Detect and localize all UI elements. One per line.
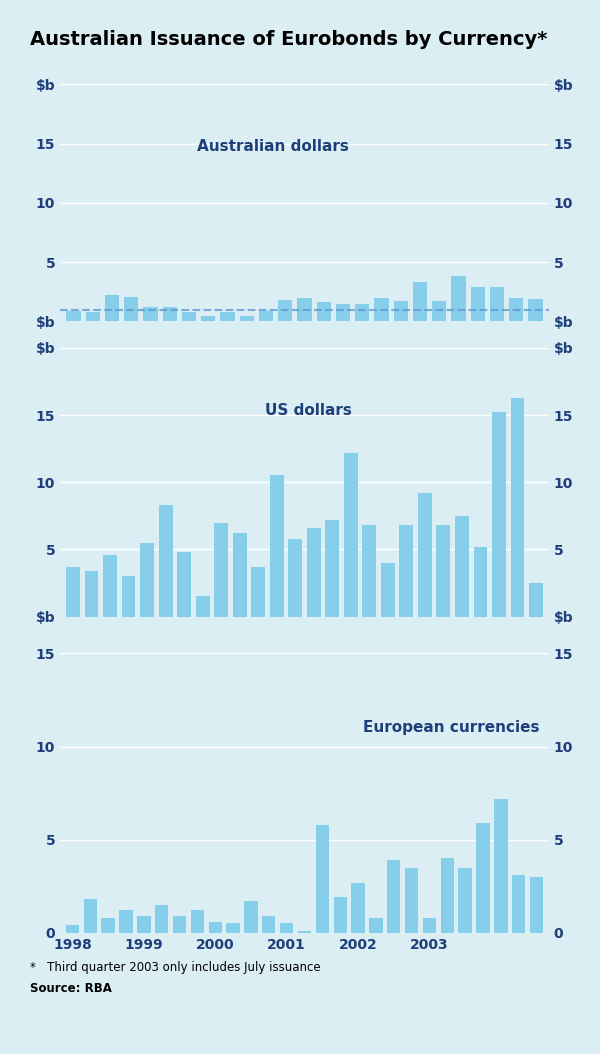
Bar (369, 918, 383, 933)
Bar (381, 563, 395, 617)
Bar (288, 539, 302, 617)
Bar (470, 287, 485, 321)
Bar (334, 897, 347, 933)
Bar (173, 916, 186, 933)
Bar (490, 287, 504, 321)
Bar (280, 923, 293, 933)
Bar (512, 875, 526, 933)
Bar (494, 799, 508, 933)
Bar (83, 899, 97, 933)
Bar (201, 315, 215, 321)
Text: Australian Issuance of Eurobonds by Currency*: Australian Issuance of Eurobonds by Curr… (30, 30, 547, 48)
Bar (251, 567, 265, 617)
Bar (509, 297, 523, 321)
Bar (405, 867, 418, 933)
Bar (374, 297, 389, 321)
Bar (86, 312, 100, 321)
Bar (394, 301, 408, 321)
Bar (124, 296, 139, 321)
Bar (259, 311, 273, 321)
Text: Source: RBA: Source: RBA (30, 982, 112, 995)
Bar (418, 493, 432, 617)
Bar (209, 921, 222, 933)
Bar (423, 918, 436, 933)
Bar (103, 554, 117, 617)
Bar (436, 525, 451, 617)
Bar (298, 931, 311, 933)
Bar (239, 315, 254, 321)
Bar (352, 882, 365, 933)
Bar (140, 543, 154, 617)
Bar (387, 860, 400, 933)
Bar (182, 312, 196, 321)
Bar (163, 308, 177, 321)
Text: Australian dollars: Australian dollars (197, 139, 349, 154)
Bar (137, 916, 151, 933)
Bar (158, 505, 173, 617)
Bar (362, 525, 376, 617)
Bar (66, 925, 79, 933)
Bar (451, 276, 466, 321)
Bar (355, 304, 370, 321)
Bar (66, 567, 80, 617)
Bar (473, 547, 487, 617)
Bar (440, 858, 454, 933)
Bar (278, 300, 292, 321)
Bar (325, 520, 339, 617)
Bar (316, 825, 329, 933)
Bar (262, 916, 275, 933)
Bar (226, 923, 240, 933)
Bar (530, 877, 543, 933)
Bar (492, 412, 506, 617)
Bar (432, 301, 446, 321)
Bar (455, 515, 469, 617)
Bar (413, 282, 427, 321)
Bar (233, 533, 247, 617)
Bar (191, 911, 204, 933)
Bar (270, 475, 284, 617)
Bar (317, 302, 331, 321)
Bar (400, 525, 413, 617)
Bar (220, 312, 235, 321)
Bar (105, 295, 119, 321)
Bar (155, 904, 169, 933)
Bar (177, 552, 191, 617)
Text: *   Third quarter 2003 only includes July issuance: * Third quarter 2003 only includes July … (30, 961, 320, 974)
Bar (458, 867, 472, 933)
Bar (307, 528, 321, 617)
Text: European currencies: European currencies (363, 720, 539, 735)
Bar (122, 577, 136, 617)
Bar (143, 308, 158, 321)
Bar (214, 523, 228, 617)
Bar (476, 823, 490, 933)
Bar (66, 311, 80, 321)
Bar (119, 911, 133, 933)
Bar (196, 597, 209, 617)
Text: US dollars: US dollars (265, 403, 352, 418)
Bar (529, 299, 543, 321)
Bar (336, 304, 350, 321)
Bar (101, 918, 115, 933)
Bar (344, 452, 358, 617)
Bar (297, 297, 312, 321)
Bar (529, 583, 543, 617)
Bar (511, 397, 524, 617)
Bar (85, 571, 98, 617)
Bar (244, 901, 257, 933)
